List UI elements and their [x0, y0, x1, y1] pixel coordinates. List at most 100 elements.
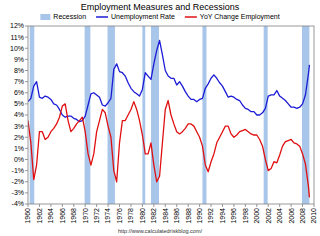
x-tick [233, 204, 234, 207]
x-tick-label: 1984 [162, 208, 169, 224]
legend-swatch [185, 16, 197, 18]
y-tick-label: 12% [10, 22, 24, 29]
x-tick [302, 204, 303, 207]
x-tick [73, 204, 74, 207]
y-tick [25, 103, 28, 104]
y-tick-label: -1% [12, 167, 24, 174]
x-tick [279, 204, 280, 207]
x-tick-label: 1966 [59, 208, 66, 224]
y-tick-label: 6% [14, 89, 24, 96]
y-tick [25, 48, 28, 49]
y-tick-label: -3% [12, 189, 24, 196]
x-tick [153, 204, 154, 207]
x-tick-label: 2000 [253, 208, 260, 224]
x-tick-label: 1972 [93, 208, 100, 224]
plot-frame [28, 26, 314, 204]
x-tick-label: 2006 [288, 208, 295, 224]
y-tick-label: 11% [11, 34, 25, 41]
y-tick [25, 70, 28, 71]
x-tick [211, 204, 212, 207]
x-tick-label: 1982 [150, 208, 157, 224]
x-tick [199, 204, 200, 207]
x-tick [108, 204, 109, 207]
recession-band [264, 26, 268, 204]
x-tick [268, 204, 269, 207]
x-tick-label: 1970 [82, 208, 89, 224]
x-tick [245, 204, 246, 207]
title: Employment Measures and Recessions [81, 2, 240, 12]
recession-band [151, 26, 159, 204]
x-tick-label: 1960 [24, 208, 31, 224]
x-tick [142, 204, 143, 207]
y-tick [25, 26, 28, 27]
x-tick-label: 1986 [173, 208, 180, 224]
series-line [28, 40, 309, 121]
legend-label: YoY Change Employment [200, 13, 280, 21]
y-tick [25, 137, 28, 138]
y-tick-label: 8% [14, 67, 24, 74]
legend-item: Unemployment Rate [96, 13, 175, 21]
x-tick [130, 204, 131, 207]
legend-swatch [96, 16, 108, 18]
marks [28, 26, 309, 204]
y-tick [25, 159, 28, 160]
y-tick [25, 181, 28, 182]
x-tick-label: 1996 [230, 208, 237, 224]
y-tick [25, 59, 28, 60]
x-tick-label: 2002 [265, 208, 272, 224]
x-tick [314, 204, 315, 207]
y-tick [25, 81, 28, 82]
x-tick [28, 204, 29, 207]
x-tick-label: 1962 [36, 208, 43, 224]
y-tick [25, 126, 28, 127]
x-tick [165, 204, 166, 207]
y-tick-label: 2% [14, 134, 24, 141]
y-tick-label: 4% [14, 111, 24, 118]
recession-band [302, 26, 309, 204]
x-tick-label: 1974 [104, 208, 111, 224]
legend-item: Recession [40, 13, 86, 20]
legend-swatch [40, 14, 50, 20]
y-tick-label: 1% [14, 145, 24, 152]
y-tick-label: 5% [14, 100, 24, 107]
y-tick [25, 204, 28, 205]
y-tick-label: 3% [14, 123, 24, 130]
x-tick [188, 204, 189, 207]
y-tick [25, 92, 28, 93]
chart: Employment Measures and Recessions -4% -3%… [0, 0, 320, 236]
recession-band [108, 26, 115, 204]
legend-item: YoY Change Employment [185, 13, 280, 21]
y-tick [25, 148, 28, 149]
y-tick-label: 10% [10, 45, 24, 52]
x-tick [291, 204, 292, 207]
recession-band [202, 26, 206, 204]
background [0, 0, 320, 236]
x-tick-label: 2010 [310, 208, 317, 224]
x-tick-label: 1990 [196, 208, 203, 224]
legend-label: Unemployment Rate [111, 13, 175, 21]
y-tick [25, 192, 28, 193]
y-tick [25, 37, 28, 38]
x-tick-label: 1964 [47, 208, 54, 224]
y-tick-label: 9% [14, 56, 24, 63]
series-line [28, 101, 309, 198]
y-tick-label: -2% [12, 178, 24, 185]
source: http://www.calculatedriskblog.com/ [118, 228, 203, 234]
x-tick-label: 1994 [219, 208, 226, 224]
x-tick [62, 204, 63, 207]
x-tick [50, 204, 51, 207]
x-tick [256, 204, 257, 207]
x-tick [119, 204, 120, 207]
x-tick [39, 204, 40, 207]
x-tick-label: 1988 [185, 208, 192, 224]
legend: Recession Unemployment Rate YoY Change Emp… [40, 13, 279, 21]
x-tick [222, 204, 223, 207]
legend-label: Recession [53, 13, 86, 20]
y-tick-label: -4% [12, 200, 24, 207]
x-tick-label: 1968 [70, 208, 77, 224]
x-tick [176, 204, 177, 207]
x-tick-label: 1978 [127, 208, 134, 224]
y-tick-label: 0% [14, 156, 24, 163]
x-tick-label: 2004 [276, 208, 283, 224]
x-tick-label: 1980 [139, 208, 146, 224]
